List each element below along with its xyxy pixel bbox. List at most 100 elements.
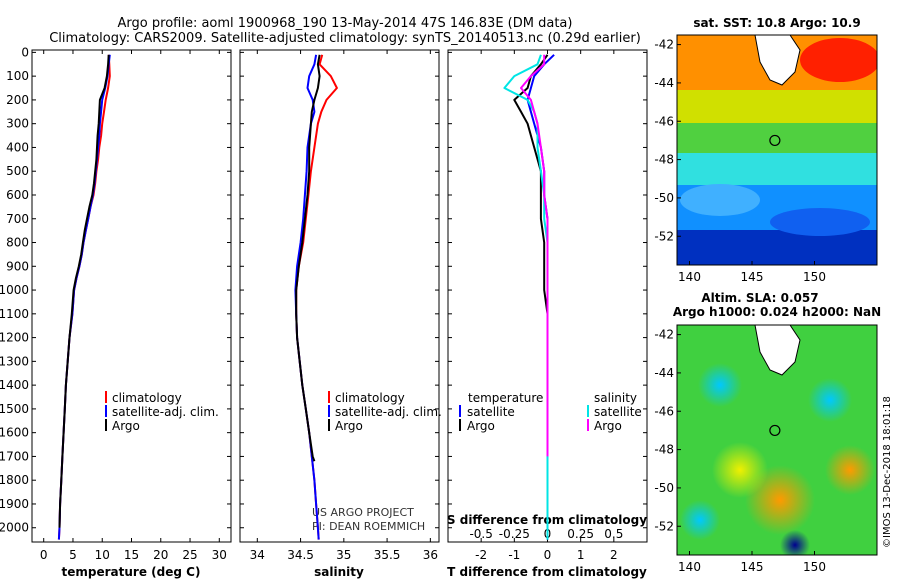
- legend-t-argo-label: Argo: [467, 419, 495, 433]
- x-tick-label: 34: [250, 548, 265, 562]
- lat-tick-label: -42: [654, 38, 674, 52]
- depth-tick-label: 0: [21, 45, 29, 59]
- difference-series-s_satellite: [503, 54, 549, 540]
- lat-tick-label: -46: [654, 114, 674, 128]
- salinity-series-argo: [295, 54, 321, 462]
- legend-t-satellite-label: satellite: [467, 405, 515, 419]
- lat-tick-label: -46: [654, 404, 674, 418]
- depth-tick-label: 800: [6, 236, 29, 250]
- salinity-panel-frame: [239, 49, 440, 543]
- sla-yellow-anomaly: [712, 442, 768, 498]
- sla-cool-anomaly-3: [680, 500, 720, 540]
- legend-argo-label: Argo: [112, 419, 140, 433]
- x-tick-label: -1: [508, 548, 520, 562]
- sst-eddy-warm: [800, 38, 877, 82]
- depth-tick-label: 1300: [0, 354, 29, 368]
- lat-tick-label: -50: [654, 481, 674, 495]
- salinity-legend: climatology satellite-adj. clim. Argo: [328, 391, 442, 433]
- depth-tick-label: 400: [6, 140, 29, 154]
- depth-tick-label: 1500: [0, 402, 29, 416]
- depth-tick-label: 1600: [0, 426, 29, 440]
- project-note-line-1: US ARGO PROJECT: [312, 506, 414, 519]
- x-tick-label: 30: [212, 548, 227, 562]
- x-tick-label: 34.5: [287, 548, 314, 562]
- x-tick-label: 36: [423, 548, 438, 562]
- temperature-series-climatology: [57, 54, 111, 540]
- lat-tick-label: -52: [654, 519, 674, 533]
- legend-argo-label: Argo: [335, 419, 363, 433]
- sla_map-axes: 140 145 150 -42 -44 -46 -48 -50 -52: [654, 328, 826, 574]
- lon-tick-label: 145: [741, 560, 764, 574]
- depth-tick-label: 1900: [0, 497, 29, 511]
- project-note-line-2: PI: DEAN ROEMMICH: [312, 520, 425, 533]
- salinity-xlabel: salinity: [314, 565, 364, 579]
- difference-legend: temperature satellite Argo salinity sate…: [459, 391, 642, 433]
- legend-temperature-heading: temperature: [468, 391, 543, 405]
- title-line-2: Climatology: CARS2009. Satellite-adjuste…: [49, 31, 641, 46]
- depth-tick-label: 100: [6, 69, 29, 83]
- depth-tick-label: 700: [6, 212, 29, 226]
- difference-series-s_argo: [520, 54, 549, 457]
- x-tick-label: 5: [69, 548, 77, 562]
- sla-map-title-line-2: Argo h1000: 0.024 h2000: NaN: [673, 305, 881, 319]
- lat-tick-label: -44: [654, 366, 674, 380]
- depth-tick-label: 1700: [0, 449, 29, 463]
- depth-tick-label: 2000: [0, 521, 29, 535]
- sst-eddy-cool-2: [770, 208, 870, 236]
- x-tick-label: 0: [544, 548, 552, 562]
- depth-tick-label: 600: [6, 188, 29, 202]
- sst-map: [677, 35, 877, 265]
- watermark: ©IMOS 13-Dec-2018 18:01:18: [882, 396, 893, 548]
- lon-tick-label: 140: [678, 270, 701, 284]
- x-tick-label: 20: [153, 548, 168, 562]
- chart-marks: 0100200300400500600700800900100011001200…: [0, 38, 826, 574]
- argo-float-marker: [769, 424, 781, 437]
- x-tick-label: 35.5: [374, 548, 401, 562]
- sla-map: [677, 325, 877, 555]
- depth-tick-label: 1400: [0, 378, 29, 392]
- depth-tick-label: 900: [6, 259, 29, 273]
- depth-tick-label: 1200: [0, 331, 29, 345]
- legend-climatology-label: climatology: [112, 391, 182, 405]
- sst-tasmania: [754, 35, 801, 86]
- x-tick-label: 1: [577, 548, 585, 562]
- x-tick-label: -2: [475, 548, 487, 562]
- x-tick-label: 15: [124, 548, 139, 562]
- sla-cool-anomaly: [698, 363, 742, 407]
- sla-map-title-line-1: Altim. SLA: 0.057: [701, 291, 818, 305]
- sst-eddy-cool: [680, 184, 760, 216]
- sst-map-frame: [676, 34, 878, 266]
- lon-tick-label: 150: [803, 560, 826, 574]
- salinity-series-climatology: [295, 54, 338, 540]
- title-line-1: Argo profile: aoml 1900968_190 13-May-20…: [118, 16, 573, 31]
- sla-tasmania: [754, 325, 801, 376]
- salinity-series-satellite: [294, 54, 320, 540]
- difference-panel-marks: -2 -1 0 1 2-0.5 -0.25 0 0.25 0.5: [448, 50, 647, 562]
- lat-tick-label: -42: [654, 328, 674, 342]
- s-diff-tick-label: 0.5: [604, 527, 623, 541]
- temperature-xlabel: temperature (deg C): [62, 565, 201, 579]
- x-tick-label: 0: [40, 548, 48, 562]
- difference-series-t_satellite: [526, 54, 555, 540]
- s-diff-tick-label: -0.25: [499, 527, 530, 541]
- s-diff-tick-label: 0.25: [567, 527, 594, 541]
- legend-s-satellite-label: satellite: [594, 405, 642, 419]
- sla-cool-anomaly-2: [808, 378, 852, 422]
- difference-xlabel: T difference from climatology: [447, 565, 647, 579]
- x-tick-label: 10: [95, 548, 110, 562]
- lat-tick-label: -48: [654, 443, 674, 457]
- lon-tick-label: 140: [678, 560, 701, 574]
- depth-tick-label: 200: [6, 93, 29, 107]
- depth-tick-label: 1100: [0, 307, 29, 321]
- s-diff-tick-label: -0.5: [469, 527, 492, 541]
- depth-tick-label: 300: [6, 117, 29, 131]
- sla-deep-anomaly: [780, 530, 810, 555]
- lon-tick-label: 145: [741, 270, 764, 284]
- x-tick-label: 35: [336, 548, 351, 562]
- depth-tick-label: 500: [6, 164, 29, 178]
- lat-tick-label: -52: [654, 229, 674, 243]
- sst-map-title: sat. SST: 10.8 Argo: 10.9: [693, 16, 860, 30]
- lat-tick-label: -48: [654, 153, 674, 167]
- legend-s-argo-label: Argo: [594, 419, 622, 433]
